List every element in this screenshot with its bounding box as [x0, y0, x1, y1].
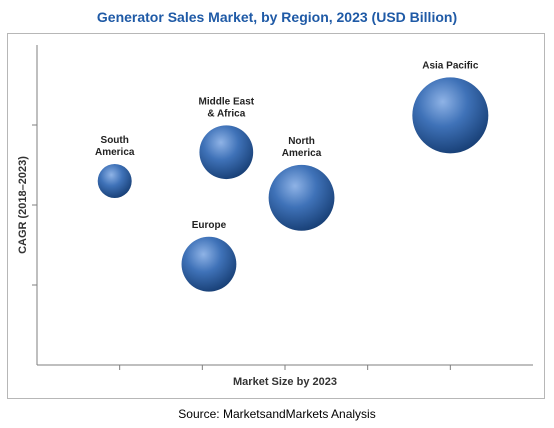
label-south-america-line-2: America	[95, 147, 135, 158]
source-note: Source: MarketsandMarkets Analysis	[178, 407, 376, 421]
bubble-north-america	[268, 164, 335, 231]
bubble-asia-pacific	[412, 77, 489, 154]
label-asia-pacific: Asia Pacific	[422, 60, 479, 71]
chart-title: Generator Sales Market, by Region, 2023 …	[96, 9, 458, 25]
label-south-america-line-1: South	[101, 135, 129, 146]
y-axis-label: CAGR (2018–2023)	[17, 156, 29, 254]
x-axis-label: Market Size by 2023	[233, 376, 337, 388]
label-middle-east-and-africa-line-2: & Africa	[207, 108, 245, 119]
label-europe: Europe	[192, 220, 227, 231]
bubble-south-america	[97, 164, 132, 198]
bubble-europe	[181, 236, 237, 292]
label-middle-east-and-africa-line-1: Middle East	[199, 96, 255, 107]
bubble-middle-east-and-africa	[199, 125, 254, 180]
label-north-america-line-2: America	[282, 148, 322, 159]
label-north-america-line-1: North	[288, 136, 315, 147]
chart-frame	[7, 33, 545, 399]
